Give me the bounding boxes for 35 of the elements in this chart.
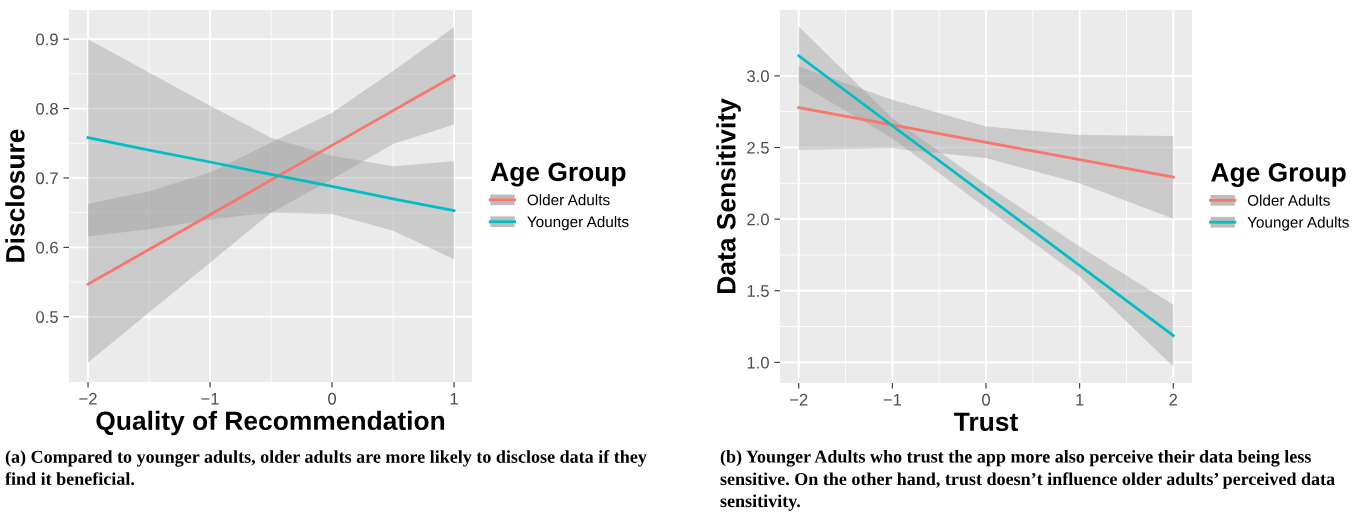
legend-title: Age Group	[490, 162, 626, 187]
x-tick-label: −1	[883, 394, 902, 406]
x-tick-label: −2	[79, 392, 97, 405]
line-series	[797, 106, 1175, 179]
line-series	[797, 54, 1175, 337]
legend-label: Older Adults	[1247, 194, 1330, 206]
text: (a) Compared to younger adults, older adults are more likely to disclose data if they find it beneficial.	[5, 450, 647, 486]
x-tick-label: −2	[790, 393, 808, 406]
text: (b) Younger Adults who trust the app more also perceive their data being less sensitive. On the other hand, trust doesn’t influence older adults’ perceived data sensitivity.	[720, 450, 1335, 511]
x-axis-title: Quality of Recommendation	[96, 410, 445, 436]
x-tick-label: 2	[1169, 393, 1178, 406]
line-series	[86, 74, 456, 286]
y-axis-title: Disclosure	[5, 129, 25, 262]
x-axis-title: Trust	[954, 412, 1018, 432]
legend-label: Younger Adults	[1247, 216, 1349, 231]
x-tick-label: 1	[450, 393, 458, 405]
line-series	[86, 136, 456, 212]
legend-label: Younger Adults	[527, 216, 629, 231]
y-axis-title: Data Sensitivity	[716, 98, 741, 293]
y-tick-label: 2.0	[747, 213, 769, 226]
x-tick-label: 1	[1076, 394, 1084, 406]
legend-title: Age Group	[1211, 162, 1346, 187]
y-tick-label: 0.7	[36, 172, 58, 185]
y-tick-label: 1.5	[747, 285, 769, 297]
y-tick-label: 0.5	[36, 311, 58, 323]
legend-label: Older Adults	[527, 194, 610, 206]
y-tick-label: 0.9	[36, 33, 58, 46]
y-tick-label: 3.0	[747, 70, 769, 83]
x-tick-label: 0	[982, 393, 990, 406]
y-tick-label: 0.8	[36, 102, 58, 115]
y-tick-label: 0.6	[36, 241, 58, 254]
x-tick-label: −1	[201, 393, 219, 405]
y-tick-label: 1.0	[747, 356, 769, 369]
y-tick-label: 2.5	[747, 141, 769, 154]
x-tick-label: 0	[328, 392, 337, 405]
